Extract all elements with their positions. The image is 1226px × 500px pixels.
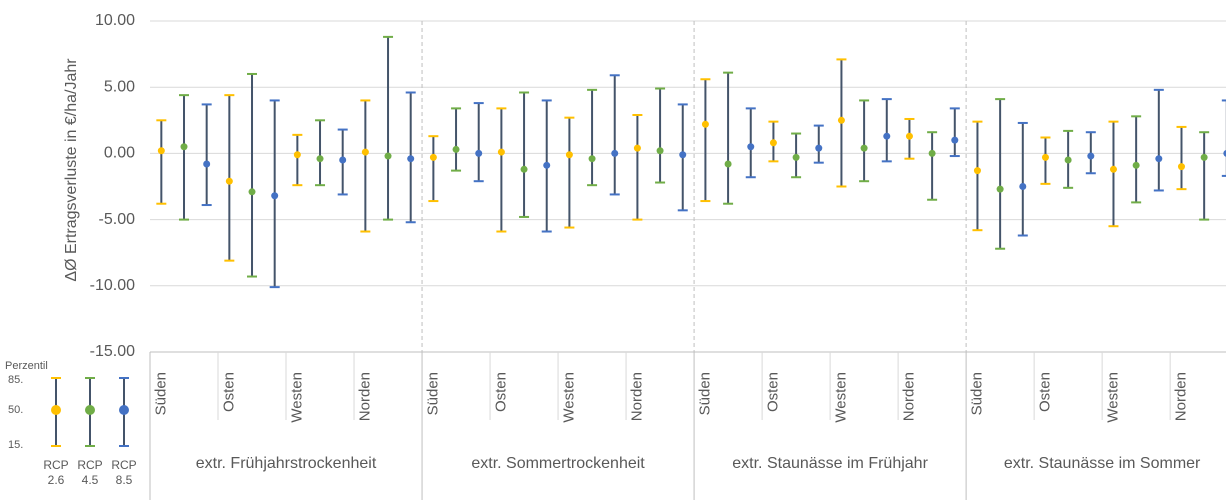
- median-point: [543, 161, 551, 169]
- median-point: [860, 144, 868, 152]
- x-tick-label: Norden: [356, 372, 373, 421]
- median-point: [293, 151, 301, 159]
- median-point: [792, 153, 800, 161]
- median-point: [1200, 153, 1208, 161]
- median-point: [611, 149, 619, 157]
- median-point: [1223, 149, 1226, 157]
- median-point: [633, 144, 641, 152]
- median-point: [837, 116, 845, 124]
- median-point: [1155, 155, 1163, 163]
- median-point: [180, 143, 188, 151]
- group-label: extr. Staunässe im Sommer: [1003, 455, 1201, 472]
- x-tick-label: Osten: [1036, 372, 1053, 412]
- median-point: [679, 151, 687, 159]
- median-point: [996, 185, 1004, 193]
- group-label: extr. Staunässe im Frühjahr: [732, 455, 928, 472]
- x-tick-label: Osten: [220, 372, 237, 412]
- x-tick-label: Osten: [492, 372, 509, 412]
- median-point: [248, 188, 256, 196]
- median-point: [1087, 152, 1095, 160]
- median-point: [1177, 163, 1185, 171]
- median-point: [1132, 161, 1140, 169]
- legend-title: Perzentil: [5, 360, 48, 372]
- x-tick-label: Osten: [764, 372, 781, 412]
- legend-label: RCP 4.5: [77, 458, 103, 487]
- median-point: [361, 148, 369, 156]
- median-point: [905, 132, 913, 140]
- legend-label: RCP 8.5: [111, 458, 137, 487]
- x-tick-label: Norden: [900, 372, 917, 421]
- median-point: [225, 177, 233, 185]
- x-tick-label: Norden: [1172, 372, 1189, 421]
- median-point: [157, 147, 165, 155]
- x-tick-label: Süden: [696, 372, 713, 415]
- median-point: [656, 147, 664, 155]
- legend-label: RCP 2.6: [43, 458, 69, 487]
- median-point: [520, 165, 528, 173]
- median-point: [452, 145, 460, 153]
- median-point: [203, 160, 211, 168]
- median-point: [769, 139, 777, 147]
- group-label: extr. Frühjahrstrockenheit: [195, 455, 377, 472]
- median-point: [588, 155, 596, 163]
- median-point: [724, 160, 732, 168]
- median-point: [384, 152, 392, 160]
- x-tick-label: Norden: [628, 372, 645, 421]
- median-point: [271, 192, 279, 200]
- legend-level: 50.: [8, 404, 23, 416]
- y-tick-label: 10.00: [95, 12, 135, 29]
- y-tick-label: 5.00: [104, 78, 135, 95]
- y-tick-label: -5.00: [99, 211, 136, 228]
- median-point: [1019, 183, 1027, 190]
- legend-point: [85, 405, 95, 415]
- legend-point: [119, 405, 129, 415]
- x-tick-label: Süden: [424, 372, 441, 415]
- median-point: [407, 155, 415, 163]
- y-axis-label: ΔØ Ertragsverluste in €/ha/Jahr: [63, 58, 80, 282]
- median-point: [747, 143, 755, 151]
- x-tick-label: Westen: [560, 372, 577, 423]
- median-point: [1041, 153, 1049, 161]
- median-point: [429, 153, 437, 161]
- y-tick-label: 0.00: [104, 145, 135, 162]
- x-tick-label: Westen: [288, 372, 305, 423]
- median-point: [1109, 165, 1117, 173]
- median-point: [883, 132, 891, 140]
- y-tick-label: -10.00: [90, 277, 135, 294]
- median-point: [497, 148, 505, 156]
- legend-level: 85.: [8, 374, 23, 386]
- y-tick-label: -15.00: [90, 343, 135, 360]
- legend-point: [51, 405, 61, 415]
- median-point: [973, 167, 981, 175]
- legend-level: 15.: [8, 439, 23, 451]
- group-label: extr. Sommertrockenheit: [471, 455, 645, 472]
- median-point: [1064, 156, 1072, 164]
- x-tick-label: Westen: [832, 372, 849, 423]
- median-point: [951, 136, 959, 144]
- median-point: [701, 120, 709, 128]
- x-tick-label: Süden: [968, 372, 985, 415]
- x-tick-label: Westen: [1104, 372, 1121, 423]
- x-tick-label: Süden: [152, 372, 169, 415]
- median-point: [475, 149, 483, 157]
- median-point: [565, 151, 573, 159]
- median-point: [316, 155, 324, 163]
- median-point: [339, 156, 347, 164]
- median-point: [928, 149, 936, 157]
- median-point: [815, 144, 823, 152]
